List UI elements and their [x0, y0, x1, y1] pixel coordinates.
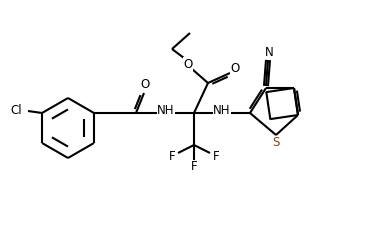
Text: N: N [265, 46, 274, 58]
Text: NH: NH [157, 103, 175, 116]
Text: O: O [184, 58, 192, 70]
Text: O: O [230, 61, 240, 75]
Text: Cl: Cl [10, 104, 22, 118]
Text: NH: NH [213, 103, 231, 116]
Text: F: F [169, 151, 175, 164]
Text: F: F [191, 161, 197, 173]
Text: F: F [213, 151, 219, 164]
Text: S: S [272, 137, 280, 149]
Text: O: O [140, 79, 150, 91]
